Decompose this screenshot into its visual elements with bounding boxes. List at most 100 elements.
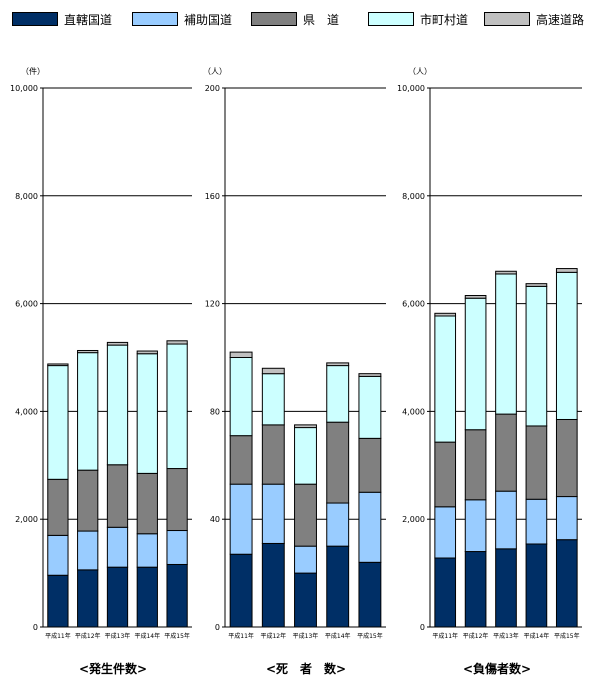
- bar-segment: [136, 533, 158, 568]
- x-tick-label: 平成15年: [357, 632, 383, 640]
- y-tick-label: 0: [215, 623, 220, 632]
- y-tick-label: 6,000: [15, 300, 38, 309]
- bar-segment: [77, 352, 99, 471]
- y-tick-label: 120: [205, 300, 220, 309]
- bar-segment: [434, 312, 457, 317]
- y-tick-label: 2,000: [15, 515, 38, 524]
- bar-segment: [47, 478, 69, 536]
- y-tick-label: 10,000: [397, 84, 425, 93]
- bar-segment: [229, 435, 253, 485]
- x-tick-label: 平成14年: [325, 632, 351, 640]
- bar-segment: [166, 563, 188, 628]
- bar-segment: [555, 268, 578, 273]
- bar-segment: [358, 491, 382, 563]
- bar-segment: [166, 340, 188, 345]
- y-tick-label: 0: [420, 623, 425, 632]
- bar-segment: [229, 351, 253, 358]
- legend-swatch: [484, 12, 530, 26]
- y-tick-label: 4,000: [402, 407, 425, 416]
- bar-segment: [261, 373, 285, 426]
- x-tick-label: 平成14年: [134, 632, 160, 640]
- y-tick-label: 160: [205, 192, 220, 201]
- bar-segment: [464, 499, 487, 553]
- legend: 直轄国道 補助国道 県 道 市町村道 高速道路: [0, 0, 600, 40]
- bar-segment: [495, 413, 517, 492]
- y-tick-label: 0: [33, 623, 38, 632]
- bar-segment: [464, 429, 487, 501]
- legend-swatch: [251, 12, 297, 26]
- chart-title: <発生件数>: [79, 661, 147, 676]
- bar-segment: [77, 349, 99, 354]
- bar-segment: [525, 498, 548, 545]
- legend-label: 補助国道: [184, 13, 233, 27]
- bar-segment: [261, 424, 285, 485]
- bar-segment: [136, 350, 158, 355]
- bar-segment: [294, 483, 317, 547]
- bar-segment: [495, 273, 517, 415]
- legend-swatch: [132, 12, 178, 26]
- chart-title: <死 者 数>: [266, 661, 346, 676]
- bar-segment: [229, 553, 253, 628]
- legend-label: 県 道: [303, 13, 340, 27]
- x-tick-label: 平成11年: [432, 632, 458, 640]
- y-tick-label: 80: [210, 407, 220, 416]
- x-tick-label: 平成15年: [164, 632, 190, 640]
- bar-segment: [294, 427, 317, 485]
- bar-segment: [326, 421, 350, 504]
- bar-segment: [77, 569, 99, 628]
- y-tick-label: 8,000: [15, 192, 38, 201]
- bar-segment: [294, 424, 317, 429]
- legend-swatch: [368, 12, 414, 26]
- legend-label: 高速道路: [536, 13, 585, 27]
- bar-segment: [166, 530, 188, 565]
- bar-segment: [106, 526, 129, 568]
- x-tick-label: 平成11年: [228, 632, 254, 640]
- unit-label: （人）: [203, 67, 227, 76]
- bar-segment: [434, 557, 457, 628]
- y-tick-label: 40: [210, 515, 220, 524]
- bar-segment: [294, 545, 317, 574]
- x-tick-label: 平成12年: [75, 632, 101, 640]
- bar-segment: [495, 490, 517, 550]
- bar-segment: [326, 362, 350, 367]
- x-tick-label: 平成11年: [45, 632, 71, 640]
- bar-segment: [229, 357, 253, 437]
- bar-segment: [434, 441, 457, 508]
- bar-segment: [358, 375, 382, 439]
- bar-segment: [555, 271, 578, 420]
- bar-segment: [358, 561, 382, 628]
- bar-segment: [261, 367, 285, 375]
- y-tick-label: 200: [205, 84, 220, 93]
- bar-segment: [136, 566, 158, 628]
- y-tick-label: 6,000: [402, 300, 425, 309]
- x-tick-label: 平成14年: [524, 632, 550, 640]
- legend-label: 直轄国道: [64, 13, 113, 27]
- bar-segment: [47, 363, 69, 367]
- legend-label: 市町村道: [420, 13, 469, 27]
- bar-segment: [464, 551, 487, 628]
- bar-segment: [47, 365, 69, 480]
- bar-segment: [106, 341, 129, 346]
- bar-segment: [166, 468, 188, 532]
- x-tick-label: 平成13年: [105, 632, 131, 640]
- legend-swatch: [12, 12, 58, 26]
- x-tick-label: 平成12年: [463, 632, 489, 640]
- x-tick-label: 平成13年: [493, 632, 519, 640]
- bar-segment: [294, 572, 317, 628]
- y-tick-label: 10,000: [10, 84, 38, 93]
- x-tick-label: 平成12年: [260, 632, 286, 640]
- chart-title: <負傷者数>: [463, 661, 531, 676]
- bar-segment: [77, 530, 99, 571]
- bar-segment: [47, 534, 69, 576]
- bar-segment: [136, 353, 158, 474]
- bar-segment: [495, 270, 517, 275]
- bar-segment: [495, 548, 517, 628]
- bar-segment: [326, 365, 350, 423]
- bar-segment: [525, 285, 548, 427]
- bar-segment: [525, 283, 548, 287]
- bar-segment: [555, 418, 578, 498]
- x-tick-label: 平成13年: [293, 632, 319, 640]
- bar-segment: [47, 574, 69, 628]
- bar-segment: [326, 502, 350, 547]
